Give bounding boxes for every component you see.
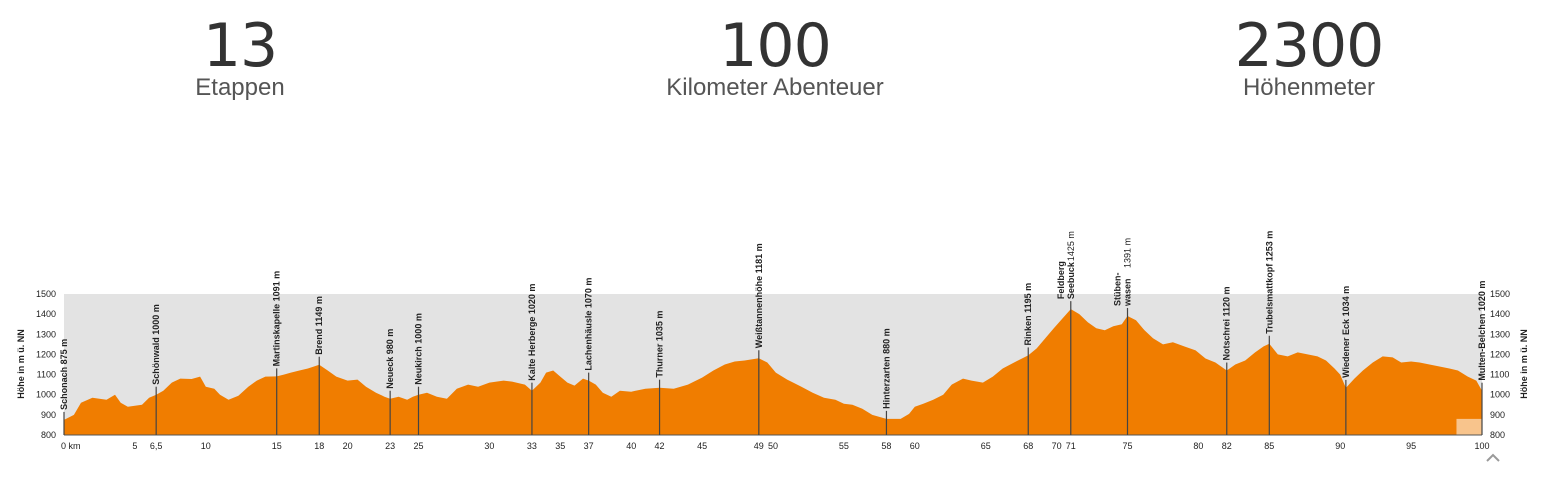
y-tick-label-left: 1000 [36,390,56,400]
waypoint-name: wasen [1123,278,1133,307]
x-tick-label: 25 [413,441,423,451]
x-tick-label: 30 [484,441,494,451]
y-tick-label-right: 1300 [1490,329,1510,339]
scroll-up-chevron-icon[interactable] [1484,450,1502,464]
waypoint-name: Stüben- [1113,272,1123,306]
axes: 800 800 900 900 1000 1000 1100 1100 1200 1200 1300… [36,289,1510,451]
waypoint-label: Lachenhäusle 1070 m [584,278,594,371]
x-tick-label: 95 [1406,441,1416,451]
waypoint-label: Kalte Herberge 1020 m [527,284,537,381]
x-tick-label: 20 [343,441,353,451]
stat-elevation-label: Höhenmeter [1242,74,1376,101]
y-tick-label-right: 1200 [1490,349,1510,359]
stat-stages: 13 Etappen [60,14,420,102]
waypoint-label: Schonach 875 m [59,339,69,410]
x-tick-label: 71 [1066,441,1076,451]
waypoint-label: Hinterzarten 880 m [881,328,891,409]
waypoint-markers: Schonach 875 m Schönwald 1000 m Martinskap… [59,231,1487,435]
waypoint-label: Martinskapelle 1091 m [272,271,282,367]
y-tick-label-right: 1000 [1490,390,1510,400]
waypoint-label: Brend 1149 m [314,296,324,355]
x-tick-label: 90 [1335,441,1345,451]
waypoint-label: Trubelsmattkopf 1253 m [1264,231,1274,334]
stat-elevation: 2300 Höhenmeter [1129,14,1489,102]
x-tick-label: 75 [1122,441,1132,451]
y-tick-label-right: 1100 [1490,370,1509,380]
waypoint-elevation: 1391 m [1123,238,1133,268]
waypoint-label: Schönwald 1000 m [151,304,161,385]
waypoint-label: Multen-Belchen 1020 m [1477,281,1487,381]
y-tick-label-left: 1100 [37,370,56,380]
x-tick-label: 45 [697,441,707,451]
stat-elevation-value: 2300 [1234,11,1385,81]
y-tick-label-left: 1300 [36,329,56,339]
y-tick-label-right: 800 [1490,430,1505,440]
x-tick-label: 23 [385,441,395,451]
waypoint-label: Rinken 1195 m [1023,283,1033,346]
waypoint-label: Notschrei 1120 m [1222,286,1232,360]
y-tick-label-left: 1200 [36,349,56,359]
x-tick-label: 70 [1052,441,1062,451]
x-tick-label: 40 [626,441,636,451]
y-axis-label-right: Höhe in m ü. NN [1519,329,1529,399]
y-tick-label-left: 900 [41,410,56,420]
waypoint-name: Feldberg [1056,261,1066,299]
stat-stages-label: Etappen [195,74,285,101]
x-tick-label: 82 [1222,441,1232,451]
x-tick-label: 58 [881,441,891,451]
x-tick-label: 50 [768,441,778,451]
stat-distance-value: 100 [719,11,832,81]
y-tick-label-left: 1400 [36,309,56,319]
y-tick-label-left: 1500 [36,289,56,299]
stat-distance-label: Kilometer Abenteuer [666,74,884,101]
waypoint-label: Thurner 1035 m [655,311,665,378]
waypoint-label: Wiedener Eck 1034 m [1341,286,1351,378]
x-tick-label: 68 [1023,441,1033,451]
waypoint-elevation: 1425 m [1066,231,1076,261]
stat-distance: 100 Kilometer Abenteuer [595,14,955,102]
y-tick-label-left: 800 [41,430,56,440]
x-tick-label: 65 [981,441,991,451]
x-tick-label: 55 [839,441,849,451]
x-tick-label: 18 [314,441,324,451]
waypoint-label: Neukirch 1000 m [414,313,424,385]
end-overlay [1456,418,1482,435]
x-tick-label: 49 [754,441,764,451]
x-tick-label: 100 [1474,441,1489,451]
x-tick-label: 80 [1193,441,1203,451]
y-tick-label-right: 1500 [1490,289,1510,299]
x-tick-label: 5 [132,441,137,451]
x-tick-label: 10 [201,441,211,451]
waypoint-label: Weißtannenhöhe 1181 m [754,243,764,348]
x-tick-label: 33 [527,441,537,451]
x-tick-label: 15 [272,441,282,451]
x-tick-label: 42 [655,441,665,451]
x-tick-label: 35 [555,441,565,451]
y-tick-label-right: 900 [1490,410,1505,420]
x-tick-label: 0 km [61,441,81,451]
waypoint-label: Stüben-wasen 1391 m [1113,238,1133,307]
waypoint-label: Neueck 980 m [385,329,395,389]
stat-stages-value: 13 [202,11,278,81]
x-tick-label: 60 [910,441,920,451]
x-tick-label: 85 [1264,441,1274,451]
y-tick-label-right: 1400 [1490,309,1510,319]
waypoint-name: Seebuck [1066,261,1076,299]
x-tick-label: 37 [584,441,594,451]
y-axis-label-left: Höhe in m ü. NN [16,329,26,399]
x-tick-label: 6,5 [150,441,163,451]
